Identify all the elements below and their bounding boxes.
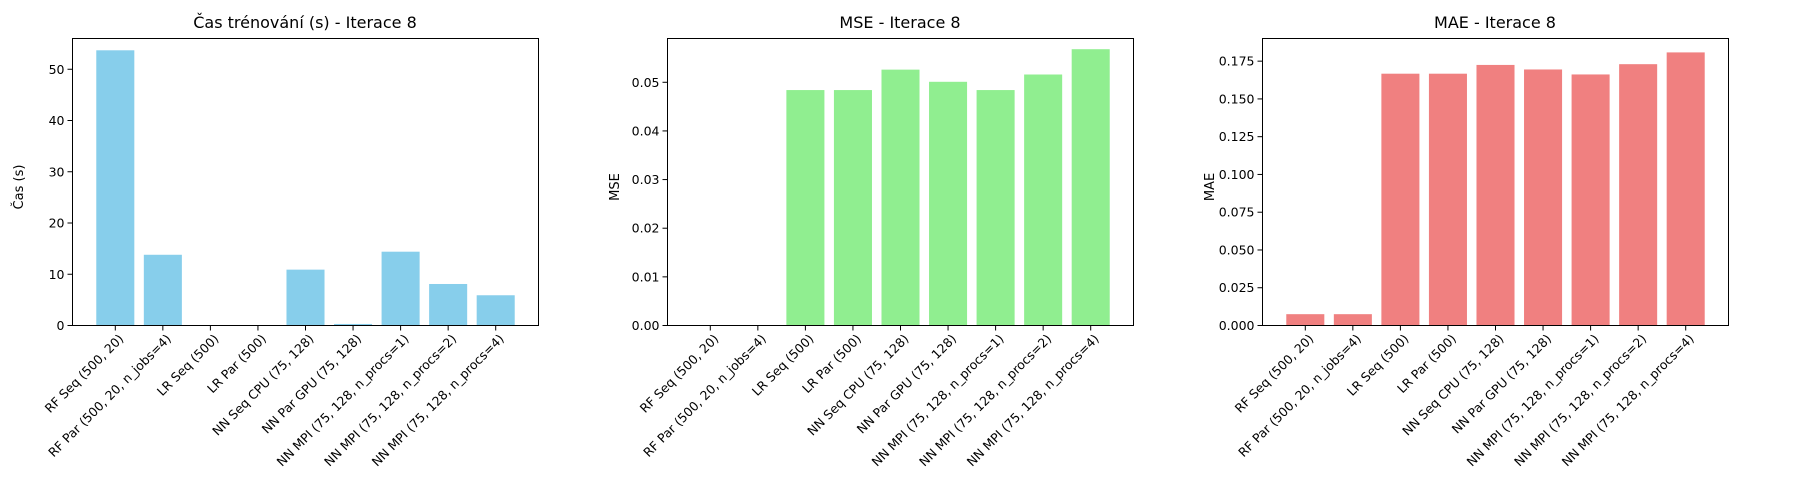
y-tick-label: 10 bbox=[49, 267, 65, 282]
chart-title: Čas trénování (s) - Iterace 8 bbox=[193, 13, 417, 32]
bar bbox=[1286, 314, 1325, 326]
bar bbox=[1524, 69, 1563, 326]
y-axis-label: Čas (s) bbox=[11, 165, 27, 210]
y-tick-label: 40 bbox=[49, 113, 65, 128]
bar bbox=[1381, 73, 1420, 326]
plot-frame bbox=[72, 38, 539, 326]
y-tick-label: 0.050 bbox=[1219, 242, 1255, 257]
y-tick-label: 0.125 bbox=[1219, 129, 1255, 144]
bar bbox=[786, 90, 825, 326]
bar bbox=[381, 251, 420, 326]
y-tick-label: 0.175 bbox=[1219, 54, 1255, 69]
bar bbox=[476, 295, 515, 326]
y-tick-label: 30 bbox=[49, 164, 65, 179]
chart-title: MSE - Iterace 8 bbox=[839, 13, 960, 32]
bar bbox=[1666, 52, 1705, 326]
chart-panel-mae: MAE - Iterace 8 MAE 0.000 0.025 0.050 0.075… bbox=[1203, 13, 1729, 469]
bar bbox=[833, 90, 872, 326]
bar bbox=[976, 90, 1015, 326]
bar bbox=[881, 69, 920, 326]
chart-panel-mse: MSE - Iterace 8 MSE 0.00 0.01 0.02 0.03 0.04… bbox=[608, 13, 1134, 469]
y-tick-label: 0.00 bbox=[632, 318, 660, 333]
chart-title: MAE - Iterace 8 bbox=[1434, 13, 1556, 32]
bar bbox=[1071, 49, 1110, 326]
y-tick-label: 0.03 bbox=[632, 172, 660, 187]
y-tick-label: 0.025 bbox=[1219, 280, 1255, 295]
bar bbox=[1571, 74, 1610, 326]
y-axis-label: MAE bbox=[1203, 173, 1218, 201]
y-axis-label: MSE bbox=[608, 173, 623, 201]
bar bbox=[96, 50, 135, 326]
chart-panel-training-time: Čas trénování (s) - Iterace 8 Čas (s) 0 1… bbox=[11, 13, 539, 469]
x-tick-label: RF Seq (500, 20) bbox=[637, 331, 722, 416]
y-tick-label: 20 bbox=[49, 216, 65, 231]
bar bbox=[286, 269, 325, 326]
y-tick-label: 0.100 bbox=[1219, 167, 1255, 182]
x-tick-label: RF Seq (500, 20) bbox=[42, 331, 127, 416]
x-tick-label: RF Seq (500, 20) bbox=[1232, 331, 1317, 416]
y-tick-label: 0.075 bbox=[1219, 205, 1255, 220]
plot-frame bbox=[667, 38, 1134, 326]
y-tick-label: 0.04 bbox=[632, 123, 660, 138]
plot-frame bbox=[1262, 38, 1729, 326]
bar bbox=[1333, 314, 1372, 326]
y-tick-label: 0.05 bbox=[632, 75, 660, 90]
bar bbox=[1428, 73, 1467, 326]
bar bbox=[429, 283, 468, 326]
bar bbox=[334, 323, 373, 326]
y-tick-label: 0.01 bbox=[632, 269, 660, 284]
bar bbox=[143, 254, 182, 326]
y-tick-label: 0.000 bbox=[1219, 318, 1255, 333]
bar bbox=[1619, 64, 1658, 326]
y-tick-label: 0 bbox=[57, 318, 65, 333]
y-tick-label: 0.02 bbox=[632, 221, 660, 236]
bar bbox=[1024, 74, 1063, 326]
y-tick-label: 0.150 bbox=[1219, 91, 1255, 106]
bar bbox=[929, 81, 968, 326]
y-tick-label: 50 bbox=[49, 62, 65, 77]
bar bbox=[1476, 64, 1515, 326]
